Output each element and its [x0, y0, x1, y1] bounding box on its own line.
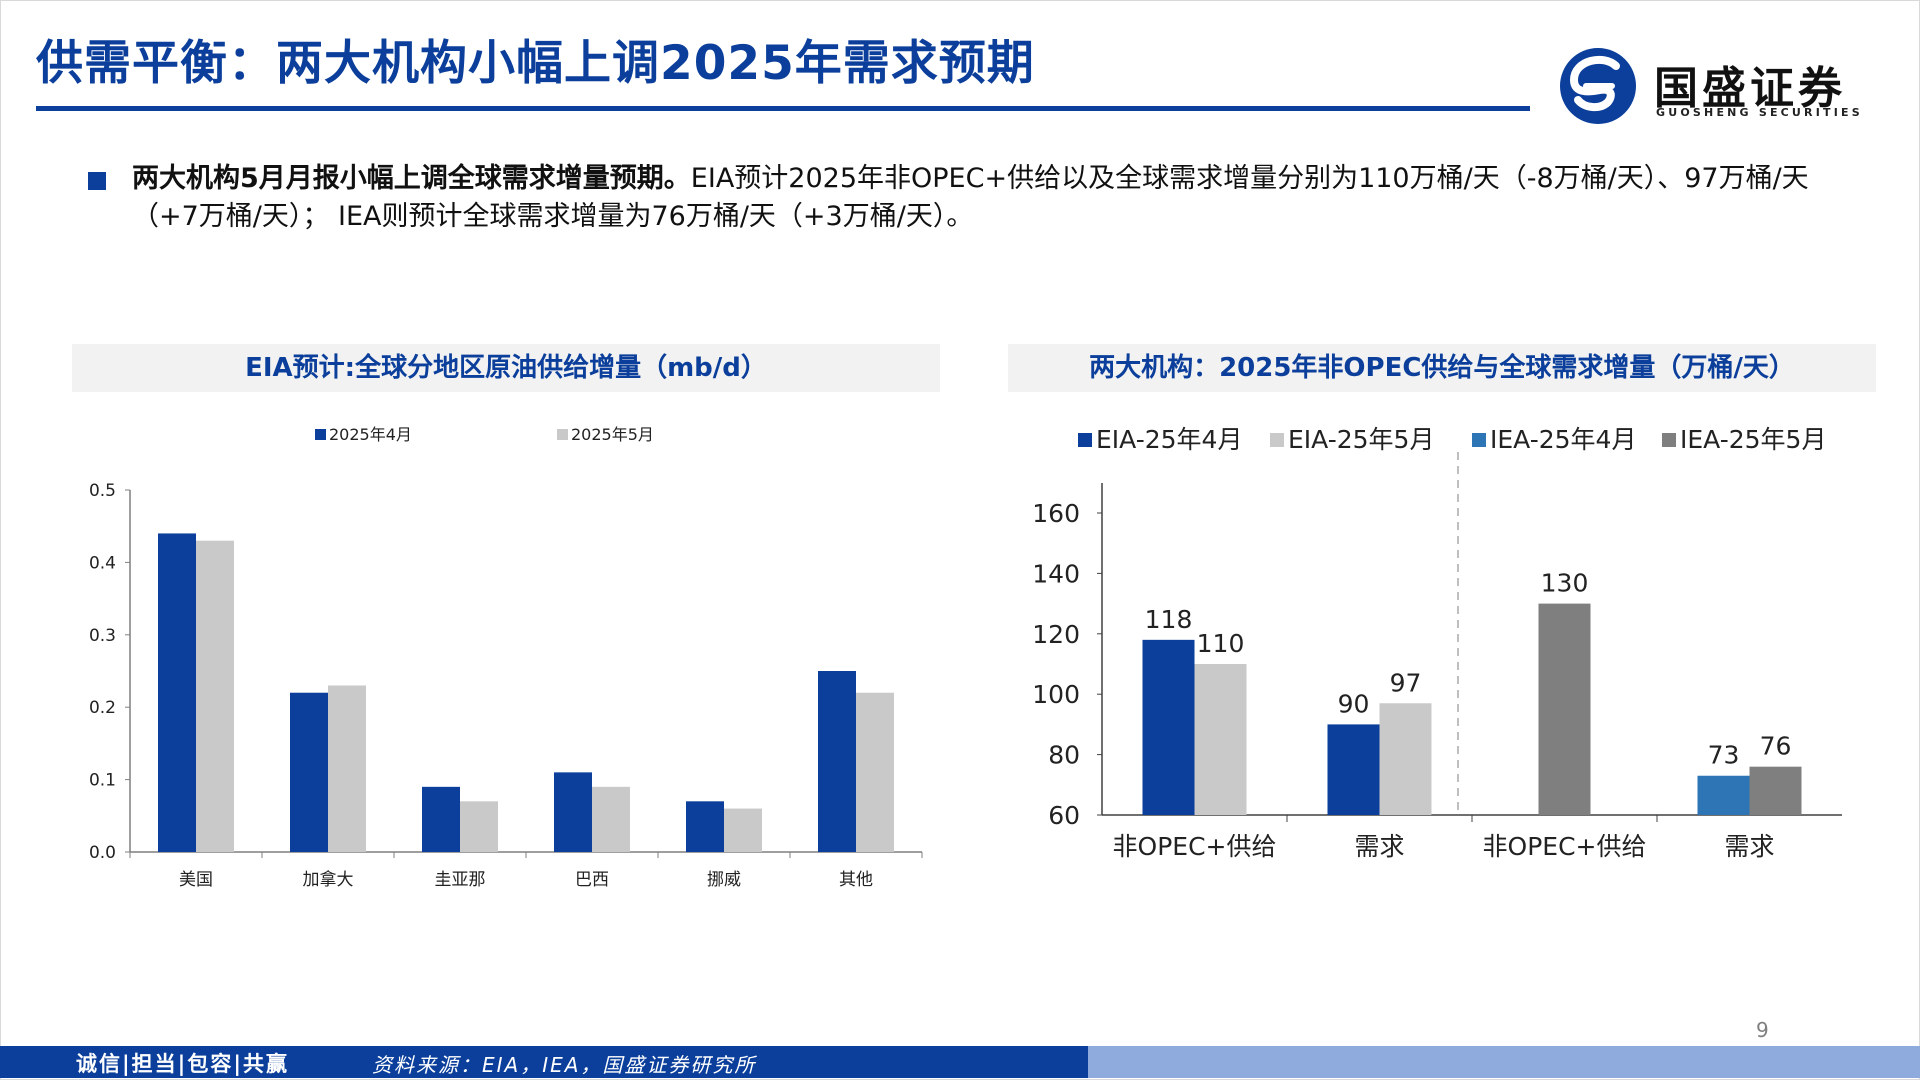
y-tick-label: 80	[1048, 741, 1080, 770]
bullet-bold-lead: 两大机构5月月报小幅上调全球需求增量预期。	[132, 163, 691, 194]
left-bar-chart: 2025年4月 2025年5月 0.0 0.1 0.2 0.3 0.4 0.5 美国 加拿大 圭亚那…	[89, 425, 923, 890]
legend-label: EIA-25年4月	[1096, 425, 1242, 454]
y-tick-label: 0.0	[89, 843, 116, 863]
bar	[1327, 724, 1380, 815]
legend-label: EIA-25年5月	[1288, 425, 1434, 454]
data-label: 90	[1338, 689, 1370, 718]
data-label: 73	[1708, 741, 1740, 770]
right-bar-chart: EIA-25年4月 EIA-25年5月 IEA-25年4月 IEA-25年5月 60 80…	[1032, 425, 1842, 861]
bullet-marker	[88, 172, 106, 190]
y-tick-label: 0.4	[89, 553, 116, 573]
bar	[1697, 775, 1750, 815]
data-label: 118	[1145, 605, 1193, 634]
x-tick-label: 需求	[1354, 832, 1404, 861]
bullet-body: EIA预计2025年非OPEC+供给以及全球需求增量分别为110万桶/天（-8万…	[132, 163, 1809, 232]
bar	[1142, 639, 1195, 815]
bar	[1538, 603, 1591, 815]
footer-band-light	[1088, 1046, 1920, 1078]
guosheng-logo-icon	[1560, 48, 1636, 124]
data-label: 76	[1760, 732, 1792, 761]
page-number: 9	[1756, 1018, 1769, 1042]
page-title: 供需平衡：两大机构小幅上调2025年需求预期	[36, 36, 1035, 91]
x-tick-label: 美国	[179, 870, 213, 890]
y-tick-label: 60	[1048, 801, 1080, 830]
bar	[554, 772, 592, 852]
legend-label: IEA-25年5月	[1680, 425, 1826, 454]
legend-swatch	[315, 429, 326, 440]
left-chart-title: EIA预计:全球分地区原油供给增量（mb/d）	[72, 344, 940, 392]
x-tick-label: 加拿大	[303, 869, 354, 890]
x-tick-label: 非OPEC+供给	[1113, 832, 1277, 861]
bar	[158, 533, 196, 852]
x-tick-label: 圭亚那	[435, 870, 486, 890]
bar	[724, 808, 762, 852]
legend-swatch	[1270, 433, 1284, 447]
x-tick-label: 其他	[839, 870, 873, 890]
bar	[328, 685, 366, 852]
bar	[686, 801, 724, 852]
footer-band-dark	[0, 1046, 1088, 1078]
bullet-paragraph: 两大机构5月月报小幅上调全球需求增量预期。EIA预计2025年非OPEC+供给以…	[132, 160, 1832, 236]
y-tick-label: 0.5	[89, 481, 116, 501]
y-tick-label: 0.1	[89, 771, 116, 791]
bar	[818, 671, 856, 852]
x-tick-label: 非OPEC+供给	[1483, 832, 1647, 861]
x-tick-label: 需求	[1724, 832, 1774, 861]
bar	[1194, 664, 1247, 815]
bar	[1379, 703, 1432, 815]
legend-swatch	[1662, 433, 1676, 447]
y-tick-label: 100	[1032, 680, 1080, 709]
footer-bar: 诚信|担当|包容|共赢 资料来源：EIA，IEA，国盛证券研究所	[0, 1046, 1920, 1078]
footer-motto: 诚信|担当|包容|共赢	[76, 1052, 290, 1076]
legend-label: 2025年5月	[571, 425, 654, 444]
y-tick-label: 0.3	[89, 626, 116, 646]
right-chart-title: 两大机构：2025年非OPEC供给与全球需求增量（万桶/天）	[1008, 344, 1876, 392]
x-tick-label: 巴西	[575, 870, 609, 890]
legend-label: IEA-25年4月	[1490, 425, 1636, 454]
title-underline	[36, 106, 1530, 111]
data-label: 130	[1541, 569, 1589, 598]
legend-swatch	[557, 429, 568, 440]
bar	[856, 692, 894, 852]
bar	[1749, 766, 1802, 815]
logo-subtext: GUOSHENG SECURITIES	[1656, 106, 1863, 119]
logo-text: 国盛证券	[1654, 63, 1846, 114]
data-label: 97	[1390, 668, 1422, 697]
y-tick-label: 0.2	[89, 698, 116, 718]
y-tick-label: 120	[1032, 620, 1080, 649]
company-logo: 国盛证券 GUOSHENG SECURITIES	[1556, 44, 1876, 134]
bar	[460, 801, 498, 852]
legend-swatch	[1472, 433, 1486, 447]
data-label: 110	[1197, 629, 1245, 658]
y-tick-label: 160	[1032, 499, 1080, 528]
y-tick-label: 140	[1032, 559, 1080, 588]
bar	[196, 540, 234, 852]
bar	[422, 786, 460, 852]
legend-swatch	[1078, 433, 1092, 447]
footer-source: 资料来源：EIA，IEA，国盛证券研究所	[372, 1053, 757, 1077]
x-tick-label: 挪威	[707, 870, 741, 890]
legend-label: 2025年4月	[329, 425, 412, 444]
bar	[290, 692, 328, 852]
bar	[592, 786, 630, 852]
